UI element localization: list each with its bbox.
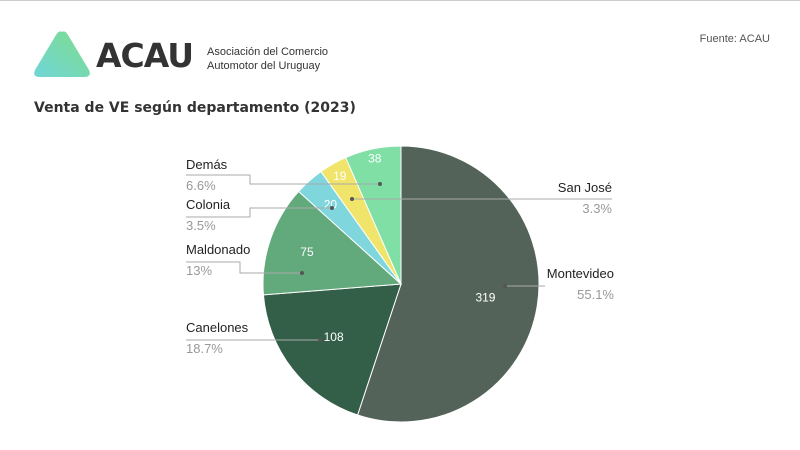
pie-slice-2 (262, 190, 403, 296)
slice-percent: 6.6% (186, 178, 216, 193)
slice-value-label: 38 (368, 151, 382, 165)
pie-slice-5 (345, 145, 402, 285)
slice-percent: 3.3% (582, 201, 612, 216)
slice-percent: 55.1% (577, 287, 614, 302)
leader-line (186, 261, 302, 274)
org-name: Asociación del Comercio Automotor del Ur… (207, 45, 328, 73)
source-note: Fuente: ACAU (699, 33, 770, 45)
leader-dot (503, 284, 507, 288)
slice-value-label: 20 (324, 198, 338, 212)
pie-slice-0 (356, 145, 540, 423)
slice-label: Demás (186, 157, 228, 172)
slice-label: Maldonado (186, 242, 250, 257)
slice-label: Montevideo (547, 266, 614, 281)
leader-line (186, 207, 332, 218)
slice-percent: 13% (186, 263, 212, 278)
slice-label: Colonia (186, 197, 231, 212)
slice-value-label: 319 (475, 291, 495, 305)
brand-name: ACAU (96, 36, 194, 75)
acau-logo-icon (34, 31, 90, 77)
org-line-2: Automotor del Uruguay (207, 60, 321, 72)
leader-dot (318, 338, 322, 342)
slice-value-label: 19 (333, 169, 347, 183)
pie-slice-1 (262, 283, 402, 416)
chart-title: Venta de VE según departamento (2023) (34, 100, 356, 116)
slice-label: Canelones (186, 320, 249, 335)
slice-label: San José (558, 180, 612, 195)
slice-percent: 3.5% (186, 218, 216, 233)
leader-dot (350, 197, 354, 201)
org-line-1: Asociación del Comercio (207, 46, 329, 58)
leader-dot (330, 206, 334, 210)
top-divider (0, 0, 800, 1)
leader-line (186, 174, 380, 185)
leader-dot (300, 271, 304, 275)
slice-value-label: 75 (300, 245, 314, 259)
slice-value-label: 108 (324, 330, 344, 344)
slice-percent: 18.7% (186, 341, 223, 356)
leader-dot (378, 182, 382, 186)
